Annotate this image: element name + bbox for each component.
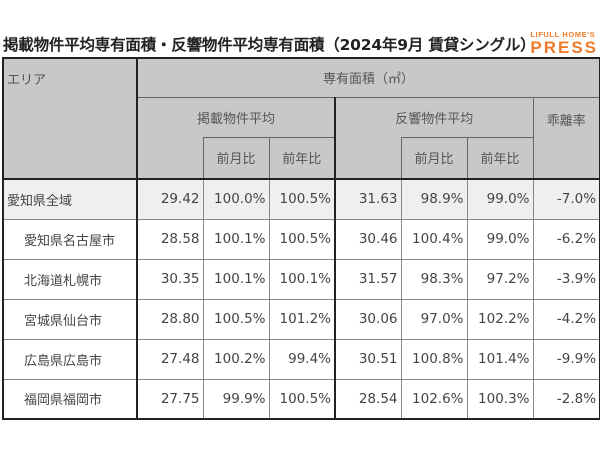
response-avg-cell: 30.46 — [334, 218, 402, 260]
listed-avg-cell: 27.75 — [136, 378, 204, 420]
response-mom-cell: 98.9% — [400, 178, 468, 220]
page-title: 掲載物件平均専有面積・反響物件平均専有面積（2024年9月 賃貸シングル） — [3, 36, 536, 54]
area-cell: 広島県広島市 — [2, 338, 138, 380]
header-response-avg: 反響物件平均 — [334, 96, 534, 137]
listed-avg-cell: 28.58 — [136, 218, 204, 260]
header-deviation: 乖離率 — [532, 96, 600, 180]
area-cell: 愛知県全域 — [2, 178, 138, 220]
table-row: 福岡県福岡市 27.75 99.9% 100.5% 28.54 102.6% 1… — [2, 378, 600, 420]
response-avg-cell: 28.54 — [334, 378, 402, 420]
logo-main-text: PRESS — [530, 38, 598, 57]
table-row: 広島県広島市 27.48 100.2% 99.4% 30.51 100.8% 1… — [2, 338, 600, 380]
response-yoy-cell: 99.0% — [466, 178, 534, 220]
table-row: 愛知県全域 29.42 100.0% 100.5% 31.63 98.9% 99… — [2, 178, 600, 220]
response-mom-cell: 98.3% — [400, 258, 468, 300]
floor-area-table: エリア 専有面積（㎡） 掲載物件平均 反響物件平均 乖離率 前月比 前年比 前月… — [2, 57, 600, 420]
area-cell: 福岡県福岡市 — [2, 378, 138, 420]
response-avg-cell: 30.06 — [334, 298, 402, 340]
listed-yoy-cell: 100.5% — [268, 378, 336, 420]
lifull-homes-press-logo: LIFULL HOME'S PRESS — [530, 30, 598, 57]
deviation-cell: -6.2% — [532, 218, 600, 260]
response-mom-cell: 97.0% — [400, 298, 468, 340]
table-row: 宮城県仙台市 28.80 100.5% 101.2% 30.06 97.0% 1… — [2, 298, 600, 340]
deviation-cell: -2.8% — [532, 378, 600, 420]
area-cell: 宮城県仙台市 — [2, 298, 138, 340]
listed-mom-cell: 100.1% — [202, 258, 270, 300]
listed-yoy-cell: 100.5% — [268, 178, 336, 220]
response-mom-cell: 100.8% — [400, 338, 468, 380]
listed-avg-cell: 27.48 — [136, 338, 204, 380]
response-avg-cell: 30.51 — [334, 338, 402, 380]
listed-yoy-cell: 100.5% — [268, 218, 336, 260]
listed-yoy-cell: 99.4% — [268, 338, 336, 380]
response-avg-cell: 31.63 — [334, 178, 402, 220]
area-cell: 愛知県名古屋市 — [2, 218, 138, 260]
header-floor-area-group: 専有面積（㎡） — [136, 57, 600, 98]
listed-avg-cell: 29.42 — [136, 178, 204, 220]
header-area: エリア — [2, 57, 138, 180]
deviation-cell: -3.9% — [532, 258, 600, 300]
header-listed-blank — [136, 137, 203, 180]
response-mom-cell: 102.6% — [400, 378, 468, 420]
listed-mom-cell: 100.5% — [202, 298, 270, 340]
listed-avg-cell: 30.35 — [136, 258, 204, 300]
response-mom-cell: 100.4% — [400, 218, 468, 260]
listed-avg-cell: 28.80 — [136, 298, 204, 340]
logo-top-text: LIFULL HOME'S — [530, 30, 596, 39]
listed-mom-cell: 100.1% — [202, 218, 270, 260]
header-listed-mom: 前月比 — [202, 136, 270, 180]
header-response-yoy: 前年比 — [466, 136, 534, 180]
header-response-blank — [334, 137, 401, 180]
response-yoy-cell: 99.0% — [466, 218, 534, 260]
listed-mom-cell: 100.2% — [202, 338, 270, 380]
header-response-mom: 前月比 — [400, 136, 468, 180]
response-yoy-cell: 102.2% — [466, 298, 534, 340]
listed-mom-cell: 99.9% — [202, 378, 270, 420]
response-yoy-cell: 100.3% — [466, 378, 534, 420]
listed-mom-cell: 100.0% — [202, 178, 270, 220]
response-yoy-cell: 101.4% — [466, 338, 534, 380]
header-listed-yoy: 前年比 — [268, 136, 336, 180]
table-row: 北海道札幌市 30.35 100.1% 100.1% 31.57 98.3% 9… — [2, 258, 600, 300]
response-yoy-cell: 97.2% — [466, 258, 534, 300]
response-avg-cell: 31.57 — [334, 258, 402, 300]
area-cell: 北海道札幌市 — [2, 258, 138, 300]
deviation-cell: -4.2% — [532, 298, 600, 340]
deviation-cell: -9.9% — [532, 338, 600, 380]
listed-yoy-cell: 101.2% — [268, 298, 336, 340]
header-listed-avg: 掲載物件平均 — [136, 96, 336, 137]
listed-yoy-cell: 100.1% — [268, 258, 336, 300]
deviation-cell: -7.0% — [532, 178, 600, 220]
table-row: 愛知県名古屋市 28.58 100.1% 100.5% 30.46 100.4%… — [2, 218, 600, 260]
